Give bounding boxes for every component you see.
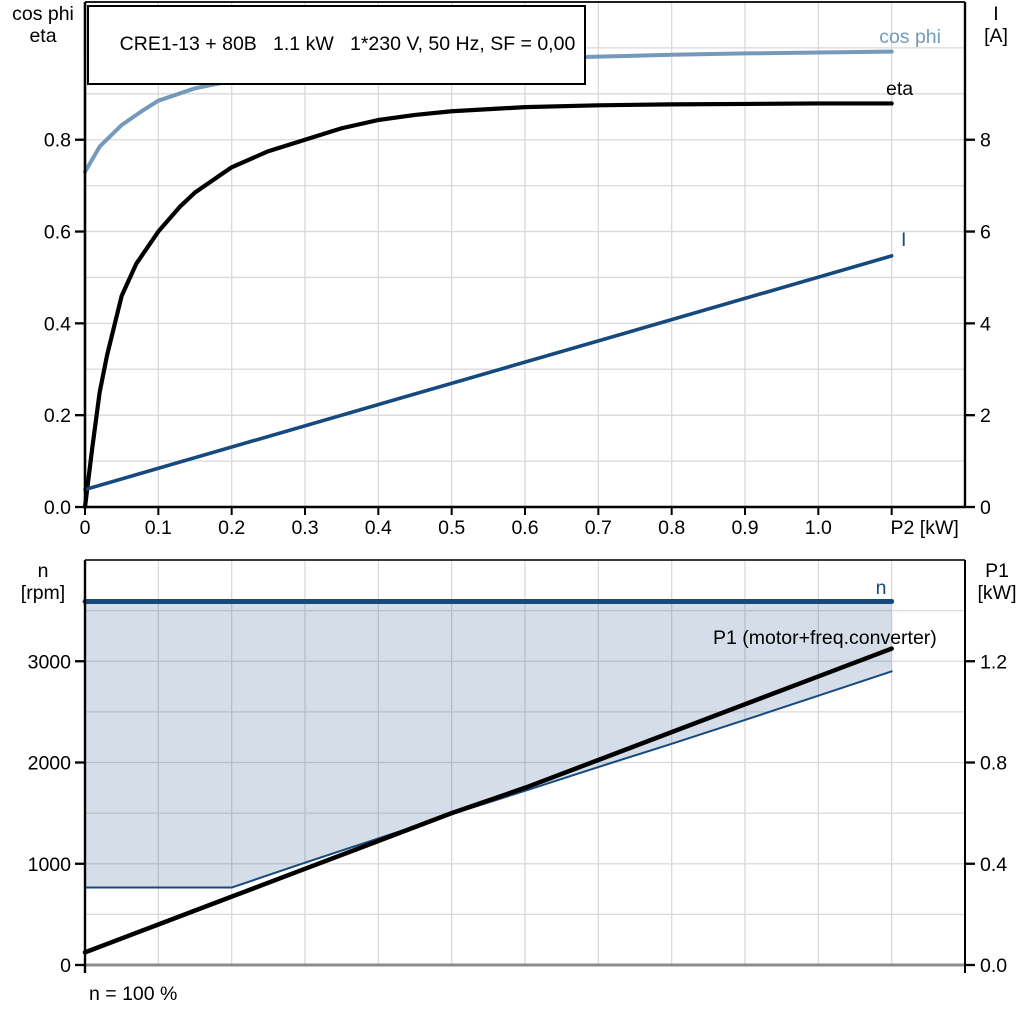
tick-label-x: 1.0 <box>805 517 832 539</box>
bottom-right-axis-header: P1 [kW] <box>971 560 1023 604</box>
right-axis-unit-ampere: [A] <box>984 25 1008 47</box>
tick-label-right: 6 <box>980 222 991 244</box>
tick-label-right: 0.0 <box>980 955 1007 977</box>
tick-label-left: 3000 <box>28 651 72 673</box>
curve-label-speed: n <box>875 577 887 599</box>
curve-p1 <box>82 646 894 955</box>
tick-label-left: 0.8 <box>44 130 71 152</box>
tick-label-right: 1.2 <box>980 651 1007 673</box>
curve-label-current: I <box>901 229 907 251</box>
chart-title-box: CRE1-13 + 80B 1.1 kW 1*230 V, 50 Hz, SF … <box>87 5 587 85</box>
tick-label-x: 0.1 <box>145 517 172 539</box>
tick-label-right: 8 <box>980 130 991 152</box>
tick-label-left: 1000 <box>28 854 72 876</box>
tick-label-x: 0.8 <box>658 517 685 539</box>
tick-label-left: 0 <box>60 955 71 977</box>
tick-label-x: 0.6 <box>511 517 538 539</box>
tick-label-left: 0.6 <box>44 222 71 244</box>
tick-label-right: 0.8 <box>980 753 1007 775</box>
right-axis-quantity-p1: P1 <box>985 560 1009 582</box>
left-axis-unit-eta: eta <box>29 25 57 47</box>
right-axis-quantity-current: I <box>993 3 999 25</box>
left-axis-quantity-speed: n <box>37 560 49 582</box>
speed-footnote: n = 100 % <box>89 983 178 1005</box>
curve-i <box>83 254 894 492</box>
speed-range-area <box>85 601 892 888</box>
tick-label-x: 0.5 <box>438 517 465 539</box>
tick-label-left: 0.0 <box>44 497 71 519</box>
tick-label-right: 4 <box>980 313 991 335</box>
tick-label-x: 0.3 <box>291 517 318 539</box>
curve-n-min <box>84 670 893 889</box>
curve-eta <box>82 101 894 510</box>
curve-label-cos-phi: cos phi <box>879 26 941 48</box>
tick-label-x: 0.4 <box>365 517 392 539</box>
tick-label-right: 2 <box>980 405 991 427</box>
left-axis-unit-rpm: [rpm] <box>20 582 66 604</box>
tick-label-right: 0 <box>980 497 991 519</box>
curve-label-p1: P1 (motor+freq.converter) <box>713 627 937 649</box>
tick-label-x: 0.9 <box>731 517 758 539</box>
tick-label-left: 2000 <box>28 753 72 775</box>
curve-label-eta: eta <box>886 78 914 100</box>
tick-label-x: 0 <box>80 517 91 539</box>
tick-label-x: 0.2 <box>218 517 245 539</box>
chart-title: CRE1-13 + 80B 1.1 kW 1*230 V, 50 Hz, SF … <box>119 33 576 55</box>
tick-label-left: 0.2 <box>44 405 71 427</box>
tick-label-x: 0.7 <box>585 517 612 539</box>
left-axis-unit-cos-phi: cos phi <box>12 3 74 25</box>
right-axis-unit-kw: [kW] <box>977 582 1017 604</box>
top-right-axis-header: I [A] <box>970 3 1022 47</box>
tick-label-right: 0.4 <box>980 854 1007 876</box>
x-axis-title: P2 [kW] <box>891 517 959 539</box>
top-left-axis-header: cos phi eta <box>3 3 83 47</box>
bottom-left-axis-header: n [rpm] <box>5 560 81 604</box>
tick-label-left: 0.4 <box>44 313 71 335</box>
